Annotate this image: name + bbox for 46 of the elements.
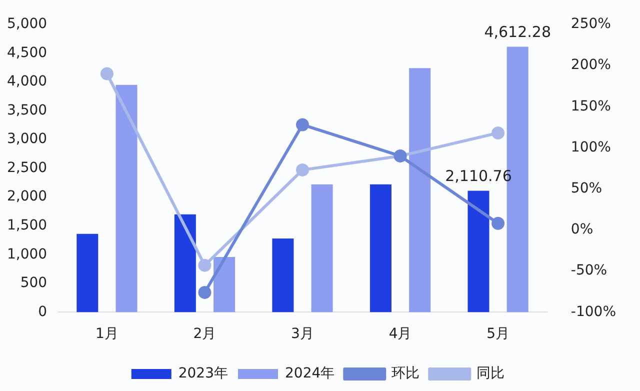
legend-label: 同比: [476, 366, 505, 382]
point: [296, 118, 309, 132]
bar: [76, 234, 98, 312]
x-tick-label: 3月: [291, 326, 314, 342]
y2-tick-label: 250%: [570, 16, 611, 32]
bar: [214, 256, 236, 312]
y2-tick-label: 200%: [570, 57, 611, 74]
y2-tick-label: -100%: [570, 304, 616, 320]
y-tick-label: 4,000: [6, 74, 48, 90]
point: [296, 163, 309, 176]
point: [198, 286, 212, 299]
point: [100, 67, 114, 80]
x-tick-label: 1月: [96, 326, 118, 342]
y2-tick-label: 50%: [570, 180, 602, 196]
x-tick-label: 5月: [486, 326, 510, 342]
legend-label: 2023年: [178, 366, 228, 382]
y2-tick-label: 150%: [570, 98, 611, 114]
bar: [116, 84, 138, 312]
y-tick-label: 2,500: [6, 160, 48, 176]
y-tick-label: 5,000: [6, 16, 48, 32]
bar: [311, 184, 333, 312]
y-tick-label: 1,500: [6, 218, 48, 234]
y2-tick-label: 100%: [570, 139, 611, 156]
y-tick-label: 4,500: [6, 44, 48, 61]
legend-label: 2024年: [285, 366, 335, 382]
y-tick-label: 3,500: [6, 102, 48, 118]
y2-tick-label: -50%: [570, 262, 608, 279]
x-tick-label: 2月: [193, 326, 216, 342]
y-tick-label: 2,000: [6, 188, 48, 205]
y-tick-label: 500: [20, 275, 48, 292]
y-tick-label: 3,000: [6, 131, 48, 148]
legend-label: 环比: [392, 366, 420, 382]
y-tick-label: 0: [38, 304, 48, 320]
bar: [468, 190, 490, 312]
bar: [409, 68, 431, 312]
y2-tick-label: 0%: [570, 222, 594, 238]
y-tick-label: 1,000: [6, 246, 48, 262]
data-label: 2,110.76: [445, 167, 512, 186]
bar: [370, 184, 392, 312]
bar: [174, 214, 196, 312]
point: [492, 216, 505, 230]
point: [492, 126, 505, 140]
x-tick-label: 4月: [388, 326, 412, 342]
bar: [272, 238, 294, 312]
point: [198, 258, 212, 272]
data-label: 4,612.28: [484, 23, 551, 42]
